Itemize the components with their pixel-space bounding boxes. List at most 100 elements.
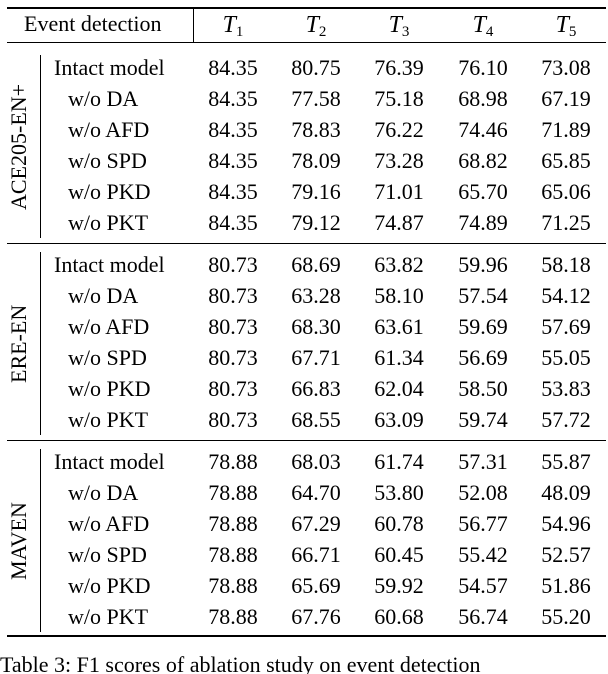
score-cell: 61.34: [374, 344, 424, 370]
dataset-label: MAVEN: [6, 501, 31, 580]
score-cell: 76.39: [374, 55, 424, 80]
score-cell: 79.12: [291, 209, 341, 235]
score-cell: 68.55: [291, 406, 341, 432]
score-cell: 78.88: [208, 572, 258, 598]
score-cell: 55.05: [541, 344, 591, 370]
score-cell: 76.10: [458, 55, 508, 80]
score-cell: 53.83: [541, 375, 591, 401]
score-cell: 56.69: [458, 344, 508, 370]
method-label: w/o PKD: [68, 375, 151, 401]
score-cell: 53.80: [374, 479, 424, 505]
score-cell: 78.88: [208, 479, 258, 505]
score-cell: 77.58: [291, 85, 341, 111]
score-cell: 60.45: [374, 541, 424, 567]
score-cell: 63.09: [374, 406, 424, 432]
score-cell: 55.87: [541, 449, 591, 474]
score-cell: 78.88: [208, 603, 258, 629]
score-cell: 75.18: [374, 85, 424, 111]
method-label: w/o PKT: [68, 603, 149, 629]
score-cell: 55.42: [458, 541, 508, 567]
score-cell: 67.76: [291, 603, 341, 629]
table-caption: Table 3: F1 scores of ablation study on …: [0, 652, 481, 674]
score-cell: 84.35: [208, 209, 258, 235]
score-cell: 80.73: [208, 406, 258, 432]
group-separator-rule: [7, 440, 606, 441]
column-header-t1: T1: [222, 12, 244, 40]
score-cell: 74.87: [374, 209, 424, 235]
score-cell: 59.96: [458, 252, 508, 277]
score-cell: 56.74: [458, 603, 508, 629]
score-cell: 71.25: [541, 209, 591, 235]
group-vertical-rule: [40, 449, 41, 633]
column-header-t4: T4: [472, 12, 494, 40]
group-separator-rule: [7, 243, 606, 244]
score-cell: 80.73: [208, 252, 258, 277]
group-vertical-rule: [40, 252, 41, 436]
bottom-rule: [7, 635, 606, 637]
score-cell: 84.35: [208, 85, 258, 111]
score-cell: 59.92: [374, 572, 424, 598]
column-header-t2: T2: [305, 12, 327, 40]
score-cell: 84.35: [208, 147, 258, 173]
score-cell: 68.98: [458, 85, 508, 111]
score-cell: 64.70: [291, 479, 341, 505]
score-cell: 66.71: [291, 541, 341, 567]
score-cell: 73.08: [541, 55, 591, 80]
score-cell: 80.73: [208, 344, 258, 370]
score-cell: 65.70: [458, 178, 508, 204]
method-label: w/o DA: [68, 282, 139, 308]
score-cell: 65.69: [291, 572, 341, 598]
column-header-subscript: 1: [235, 24, 244, 40]
score-cell: 76.22: [374, 116, 424, 142]
score-cell: 54.96: [541, 510, 591, 536]
score-cell: 57.54: [458, 282, 508, 308]
dataset-label: ERE-EN: [6, 304, 31, 383]
score-cell: 59.69: [458, 313, 508, 339]
header-vertical-rule: [193, 9, 194, 42]
score-cell: 58.18: [541, 252, 591, 277]
score-cell: 71.89: [541, 116, 591, 142]
score-cell: 63.82: [374, 252, 424, 277]
score-cell: 78.88: [208, 449, 258, 474]
score-cell: 79.16: [291, 178, 341, 204]
score-cell: 59.74: [458, 406, 508, 432]
score-cell: 57.72: [541, 406, 591, 432]
method-label: w/o DA: [68, 479, 139, 505]
score-cell: 74.89: [458, 209, 508, 235]
top-rule: [7, 7, 606, 9]
score-cell: 68.03: [291, 449, 341, 474]
header-corner-label: Event detection: [24, 11, 162, 36]
score-cell: 60.78: [374, 510, 424, 536]
column-header-t3: T3: [388, 12, 410, 40]
method-label: w/o AFD: [68, 116, 150, 142]
method-label: Intact model: [54, 252, 165, 277]
method-label: w/o AFD: [68, 510, 150, 536]
score-cell: 65.85: [541, 147, 591, 173]
score-cell: 54.12: [541, 282, 591, 308]
column-header-subscript: 2: [318, 24, 327, 40]
column-header-subscript: 3: [401, 24, 410, 40]
method-label: w/o PKD: [68, 572, 151, 598]
score-cell: 48.09: [541, 479, 591, 505]
score-cell: 84.35: [208, 116, 258, 142]
score-cell: 73.28: [374, 147, 424, 173]
column-header-subscript: 4: [485, 24, 494, 40]
score-cell: 78.83: [291, 116, 341, 142]
score-cell: 52.57: [541, 541, 591, 567]
score-cell: 78.88: [208, 541, 258, 567]
score-cell: 80.73: [208, 313, 258, 339]
score-cell: 56.77: [458, 510, 508, 536]
method-label: w/o PKT: [68, 209, 149, 235]
method-label: Intact model: [54, 55, 165, 80]
score-cell: 67.29: [291, 510, 341, 536]
score-cell: 80.73: [208, 375, 258, 401]
method-label: w/o SPD: [68, 541, 147, 567]
score-cell: 66.83: [291, 375, 341, 401]
score-cell: 80.73: [208, 282, 258, 308]
score-cell: 78.09: [291, 147, 341, 173]
score-cell: 55.20: [541, 603, 591, 629]
method-label: w/o SPD: [68, 344, 147, 370]
score-cell: 80.75: [291, 55, 341, 80]
method-label: w/o PKD: [68, 178, 151, 204]
score-cell: 52.08: [458, 479, 508, 505]
